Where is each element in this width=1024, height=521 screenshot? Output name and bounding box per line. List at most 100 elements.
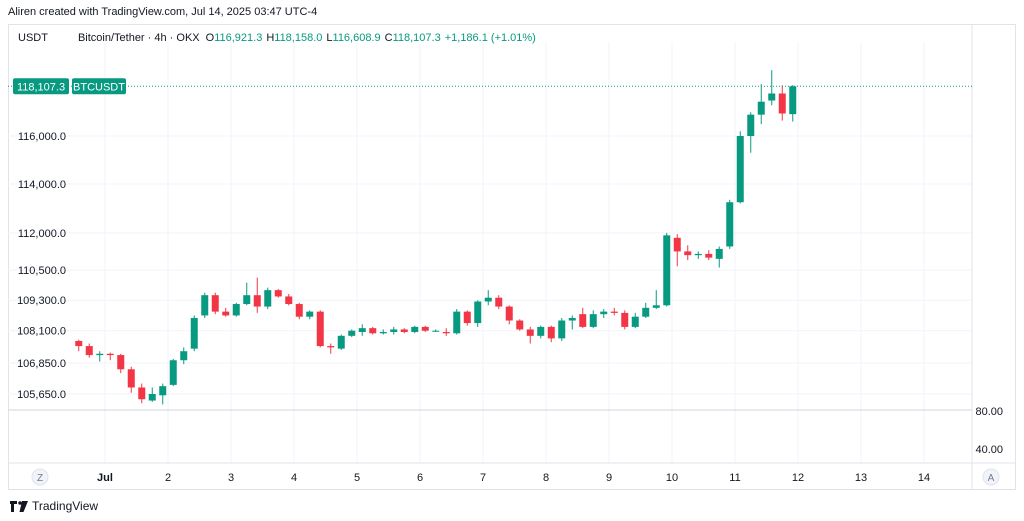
candle-body — [537, 326, 545, 336]
candle — [243, 282, 251, 306]
candle-body — [715, 248, 723, 259]
candle-body — [768, 93, 776, 101]
candle-body — [432, 330, 440, 332]
axis-button-a — [982, 468, 1000, 486]
candle — [264, 287, 272, 310]
candle-body — [526, 329, 534, 336]
candle-body — [306, 311, 314, 317]
candle — [285, 293, 293, 306]
candle-body — [505, 306, 513, 321]
chart-frame — [8, 24, 1016, 490]
candle — [421, 325, 429, 332]
candle-body — [390, 329, 398, 332]
time-tick-label: 10 — [666, 472, 678, 484]
candle — [621, 310, 629, 330]
candle — [348, 329, 356, 338]
candle-body — [348, 330, 356, 336]
candle-body — [757, 101, 765, 115]
candle-body — [358, 328, 366, 332]
symbol-description[interactable]: Bitcoin/Tether · 4h · OKX — [77, 32, 200, 44]
candle — [316, 310, 324, 348]
candle — [390, 326, 398, 335]
candle — [400, 328, 408, 334]
candle — [495, 295, 503, 310]
candle — [474, 300, 482, 327]
candle-body — [610, 311, 618, 313]
candle-body — [75, 340, 83, 347]
candle-body — [516, 320, 524, 330]
candle — [715, 246, 723, 268]
candle-body — [589, 314, 597, 327]
open-value: 116,921.3 — [214, 32, 263, 44]
price-axis[interactable]: 116,000.0 114,000.0 112,000.0 110,500.0 109,… — [17, 131, 1003, 456]
candle-body — [316, 311, 324, 347]
candle — [306, 310, 314, 320]
candle — [190, 315, 198, 352]
candle — [411, 325, 419, 334]
candle-body — [736, 136, 744, 203]
candle-body — [285, 296, 293, 305]
candle-body — [337, 335, 345, 349]
candle-body — [442, 331, 450, 334]
candle — [463, 310, 471, 326]
candle — [211, 292, 219, 315]
candle — [547, 325, 555, 343]
candle — [337, 334, 345, 350]
candle — [327, 343, 335, 354]
candle-body — [568, 317, 576, 321]
time-tick-label: 13 — [855, 472, 867, 484]
candle-body — [222, 311, 230, 316]
symbol-badge — [72, 78, 126, 95]
candle-body — [138, 387, 146, 400]
currency-label[interactable]: USDT — [18, 32, 48, 44]
candle — [694, 251, 702, 259]
candle — [369, 326, 377, 335]
candle-body — [106, 353, 114, 356]
candle — [106, 352, 114, 361]
candle — [789, 85, 797, 122]
candle-body — [243, 295, 251, 305]
candle-body — [159, 386, 167, 396]
candle — [379, 329, 387, 335]
candle-body — [253, 295, 261, 307]
last-price-marker: 118,107.3 BTCUSDT — [8, 78, 972, 95]
last-price-label: 118,107.3 — [17, 81, 65, 93]
candle — [180, 347, 188, 365]
candle-body — [579, 314, 587, 327]
candle — [747, 112, 755, 153]
candle — [589, 310, 597, 329]
candle — [432, 329, 440, 332]
time-tick-label: 4 — [291, 472, 297, 484]
candle-body — [274, 290, 282, 297]
close-key: C — [384, 32, 393, 44]
candle-body — [495, 297, 503, 307]
candle — [484, 290, 492, 306]
candle — [138, 383, 146, 404]
candle-body — [747, 114, 755, 136]
candle — [526, 326, 534, 344]
candle — [610, 307, 618, 316]
candle — [85, 343, 93, 358]
candle-body — [379, 331, 387, 334]
symbol-badge-label: BTCUSDT — [73, 81, 125, 93]
price-tick-label: 105,650.0 — [17, 389, 66, 401]
time-tick-label: 11 — [729, 472, 740, 484]
candle — [673, 234, 681, 267]
candle — [453, 309, 461, 335]
time-tick-label: 3 — [228, 472, 234, 484]
candle-body — [684, 251, 692, 256]
grid-lines — [8, 24, 1016, 490]
candle — [558, 317, 566, 341]
candle-body — [484, 297, 492, 302]
candle — [253, 277, 261, 313]
candle — [117, 353, 125, 374]
time-tick-label: 6 — [417, 472, 423, 484]
time-tick-label: 7 — [480, 472, 486, 484]
time-axis[interactable]: Jul 2 3 4 5 6 7 8 9 10 11 12 13 14 — [97, 472, 930, 484]
candle-body — [778, 93, 786, 114]
candle-body — [673, 237, 681, 252]
low-value: 116,608.9 — [332, 32, 381, 44]
candle — [705, 250, 713, 261]
